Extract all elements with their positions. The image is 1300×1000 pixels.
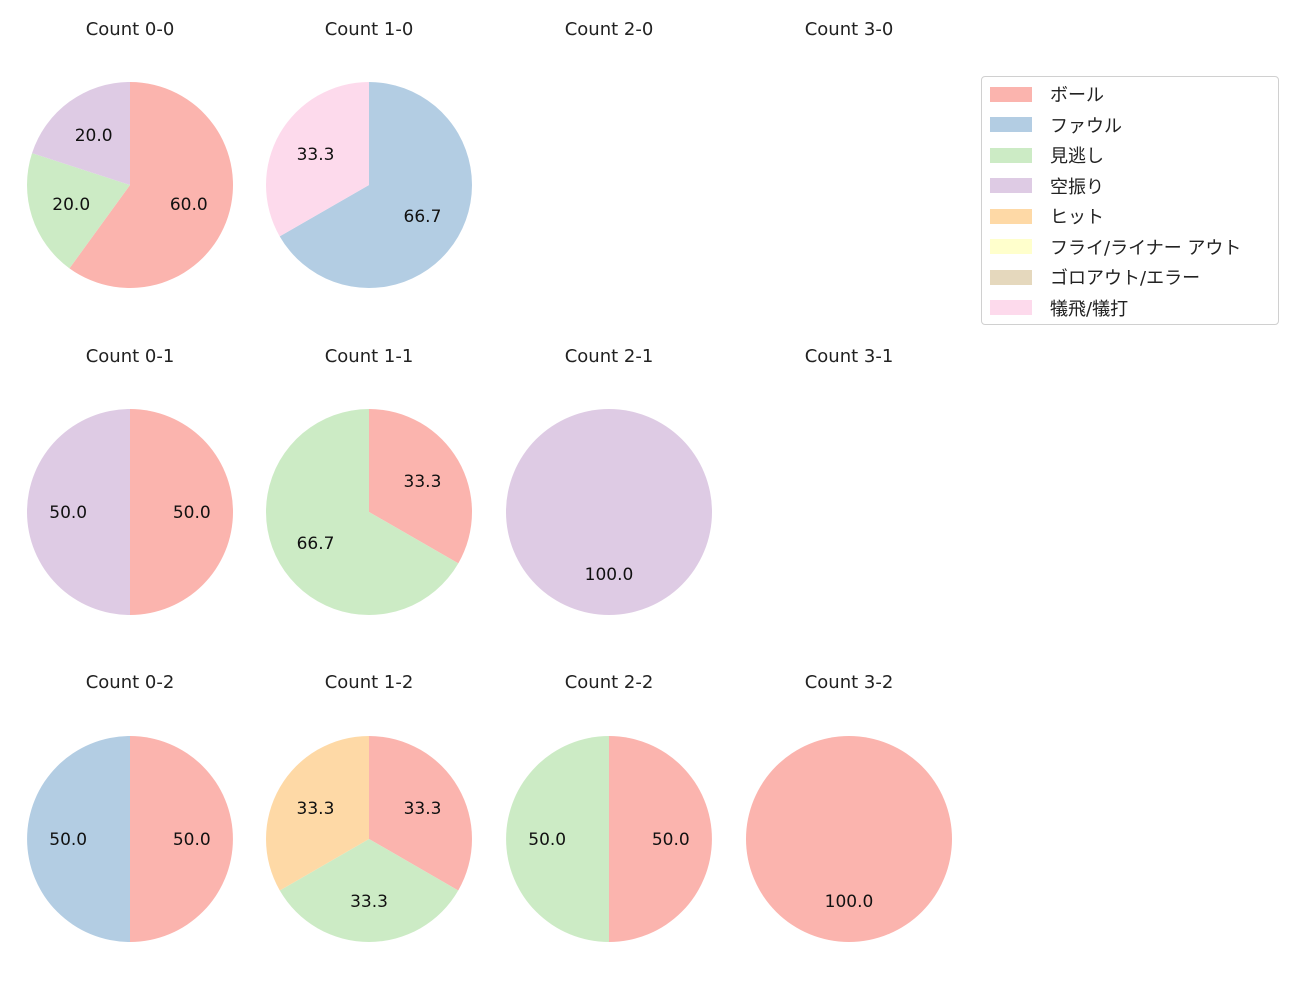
pie-wedge-0 (69, 82, 234, 288)
pie-chart: Count 0-2 50.0 50.0 (27, 672, 233, 942)
pie-title: Count 1-0 (325, 19, 414, 40)
pie-value-label: 20.0 (52, 195, 90, 215)
pie-wedge-0 (746, 736, 952, 942)
pie-wedge-2 (26, 153, 131, 269)
legend-label: 空振り (1050, 176, 1104, 198)
pie-chart: Count 0-1 50.0 50.0 (27, 346, 233, 615)
pie-title: Count 1-1 (325, 346, 414, 367)
pie-chart: Count 3-0 (805, 19, 894, 40)
legend-label: ボール (1050, 85, 1104, 106)
pie-value-label: 33.3 (297, 799, 335, 819)
legend-item: ヒット (990, 206, 1104, 228)
legend-item: ファウル (990, 115, 1122, 137)
pie-chart: Count 3-2 100.0 (746, 672, 952, 942)
pie-value-label: 100.0 (585, 565, 634, 585)
pie-wedge-2 (506, 736, 609, 942)
legend: ボールファウル見逃し空振りヒットフライ/ライナー アウト ゴロアウト/エラー 犠飛/… (981, 76, 1279, 325)
pie-wedge-3 (506, 409, 712, 615)
legend-item: ボール (990, 84, 1104, 106)
pie-title: Count 1-2 (325, 672, 414, 693)
legend-item: 見逃し (990, 145, 1104, 167)
legend-swatch (990, 239, 1032, 254)
legend-item: 犠飛/犠打 (990, 298, 1129, 320)
legend-swatch (990, 269, 1032, 285)
pie-title: Count 3-1 (805, 346, 894, 367)
pie-wedge-1 (27, 736, 130, 942)
pie-value-label: 33.3 (297, 145, 335, 165)
legend-label: ファウル (1050, 115, 1122, 137)
legend-label: 見逃し (1050, 146, 1104, 167)
pie-wedge-0 (130, 409, 233, 615)
pie-value-label: 33.3 (404, 472, 442, 492)
pie-chart: Count 3-1 (805, 346, 894, 367)
legend-item: フライ/ライナー アウト (990, 237, 1242, 259)
legend-swatch (990, 208, 1032, 224)
pie-wedge-7 (266, 82, 369, 237)
pie-chart: Count 1-1 33.3 66.7 (266, 346, 472, 616)
pie-wedge-0 (130, 736, 233, 942)
legend-item: 空振り (990, 176, 1104, 198)
pie-wedge-1 (279, 82, 472, 288)
pie-wedge-2 (266, 409, 459, 616)
pie-chart: Count 1-0 66.7 33.3 (266, 19, 472, 288)
legend-item: ゴロアウト/エラー (990, 267, 1201, 289)
legend-label: ゴロアウト/エラー (1050, 268, 1201, 289)
pie-title: Count 0-2 (86, 672, 175, 693)
legend-swatch (990, 86, 1032, 102)
legend-swatch (990, 117, 1032, 132)
pie-value-label: 100.0 (825, 892, 874, 912)
pie-value-label: 33.3 (350, 892, 388, 912)
pie-title: Count 0-1 (86, 346, 175, 367)
pie-value-label: 50.0 (173, 830, 211, 850)
pie-title: Count 2-2 (565, 672, 654, 693)
pie-value-label: 50.0 (49, 503, 87, 523)
pie-value-label: 50.0 (173, 503, 211, 523)
pie-title: Count 2-0 (565, 19, 654, 40)
pie-wedge-3 (27, 409, 130, 615)
pie-wedge-0 (369, 409, 472, 564)
pie-value-label: 50.0 (652, 830, 690, 850)
legend-label: ヒット (1050, 207, 1104, 228)
pie-chart: Count 2-1 100.0 (506, 346, 712, 615)
legend-swatch (990, 300, 1032, 315)
pie-value-label: 66.7 (404, 207, 442, 227)
pie-title: Count 3-0 (805, 19, 894, 40)
pie-value-label: 60.0 (170, 195, 208, 215)
pie-chart: Count 2-2 50.0 50.0 (506, 672, 712, 942)
pie-value-label: 20.0 (75, 126, 113, 146)
pie-value-label: 66.7 (297, 534, 335, 554)
pie-value-label: 33.3 (404, 799, 442, 819)
pie-chart: Count 1-2 33.3 33.3 33.3 (266, 672, 472, 942)
pie-wedge-0 (369, 736, 472, 891)
legend-label: フライ/ライナー アウト (1050, 237, 1242, 259)
pie-title: Count 2-1 (565, 346, 654, 367)
pie-title: Count 3-2 (805, 672, 894, 693)
legend-swatch (990, 147, 1032, 163)
pie-chart: Count 0-0 60.0 20.0 20.0 (26, 19, 234, 288)
pie-wedge-0 (609, 736, 712, 942)
pie-value-label: 50.0 (528, 830, 566, 850)
pie-value-label: 50.0 (49, 830, 87, 850)
pie-wedge-3 (32, 82, 130, 185)
legend-swatch (990, 178, 1032, 193)
pie-title: Count 0-0 (86, 19, 175, 40)
legend-label: 犠飛/犠打 (1050, 298, 1129, 320)
pie-wedge-4 (266, 736, 369, 891)
pie-chart: Count 2-0 (565, 19, 654, 40)
